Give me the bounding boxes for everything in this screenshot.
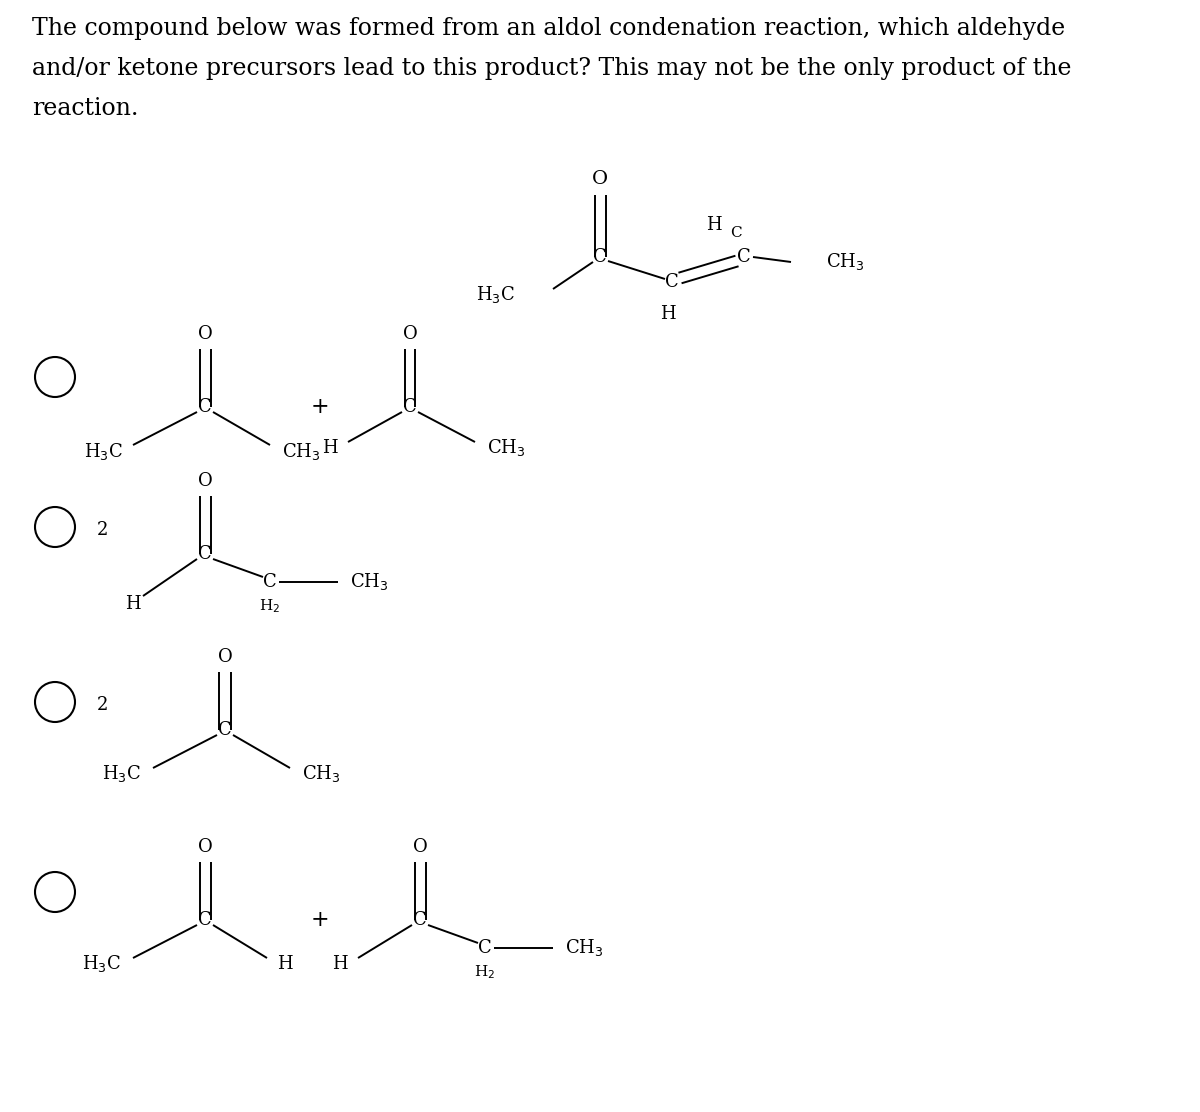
Text: CH$_3$: CH$_3$ (350, 572, 389, 593)
Text: C: C (218, 721, 232, 739)
Text: +: + (311, 396, 329, 418)
Text: +: + (311, 909, 329, 931)
Text: H: H (332, 955, 348, 973)
Text: H$_2$: H$_2$ (474, 963, 496, 981)
Text: and/or ketone precursors lead to this product? This may not be the only product : and/or ketone precursors lead to this pr… (32, 57, 1072, 80)
Text: The compound below was formed from an aldol condenation reaction, which aldehyde: The compound below was formed from an al… (32, 17, 1066, 40)
Text: H: H (706, 216, 722, 234)
Text: O: O (198, 471, 212, 490)
Text: C: C (403, 398, 416, 416)
Text: H: H (277, 955, 293, 973)
Text: C: C (665, 274, 679, 291)
Text: C: C (730, 226, 742, 240)
Text: CH$_3$: CH$_3$ (826, 251, 864, 272)
Text: O: O (198, 325, 212, 342)
Text: C: C (478, 939, 492, 957)
Text: CH$_3$: CH$_3$ (487, 437, 526, 458)
Text: C: C (198, 545, 212, 563)
Text: reaction.: reaction. (32, 97, 138, 120)
Text: O: O (592, 170, 608, 188)
Text: H$_3$C: H$_3$C (84, 440, 124, 461)
Text: CH$_3$: CH$_3$ (302, 764, 341, 784)
Text: C: C (198, 398, 212, 416)
Text: CH$_3$: CH$_3$ (565, 937, 604, 959)
Text: H$_2$: H$_2$ (259, 597, 281, 615)
Text: C: C (413, 911, 427, 929)
Text: H: H (323, 439, 338, 457)
Text: 2: 2 (96, 522, 108, 539)
Text: C: C (737, 248, 751, 266)
Text: C: C (263, 573, 277, 590)
Text: C: C (198, 911, 212, 929)
Text: O: O (198, 838, 212, 856)
Text: 2: 2 (96, 696, 108, 714)
Text: H$_3$C: H$_3$C (102, 764, 142, 784)
Text: O: O (217, 648, 233, 666)
Text: C: C (593, 248, 607, 266)
Text: H: H (660, 305, 676, 322)
Text: O: O (413, 838, 427, 856)
Text: O: O (403, 325, 418, 342)
Text: H$_3$C: H$_3$C (476, 285, 515, 306)
Text: H$_3$C: H$_3$C (82, 953, 121, 974)
Text: H: H (125, 595, 140, 613)
Text: CH$_3$: CH$_3$ (282, 440, 320, 461)
